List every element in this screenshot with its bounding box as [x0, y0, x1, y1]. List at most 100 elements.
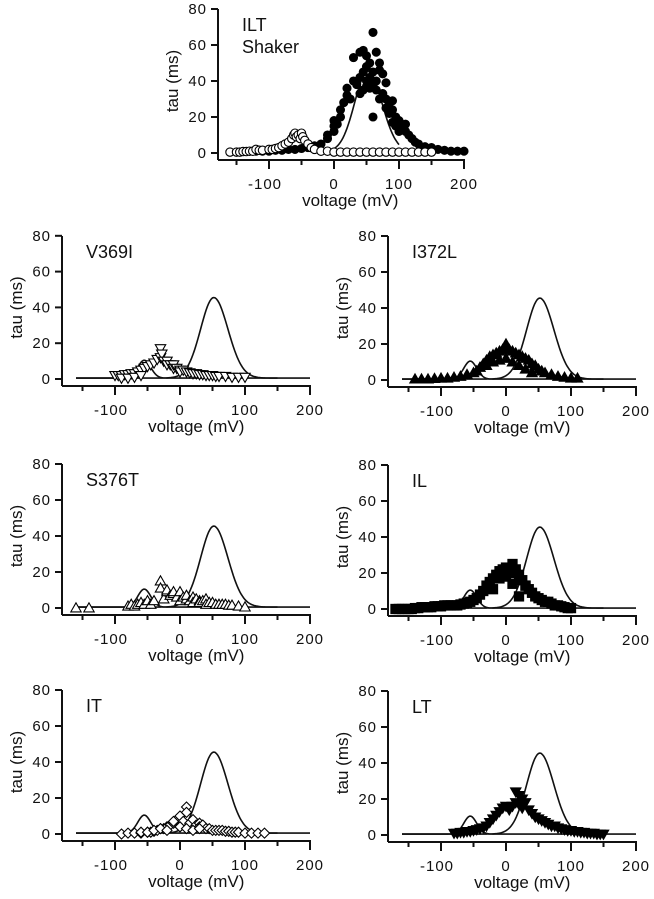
panel-title: IL — [412, 471, 427, 491]
panel-title: IT — [86, 696, 102, 716]
y-tick-label: 20 — [32, 335, 51, 352]
x-tick-label: 100 — [557, 403, 585, 420]
y-tick-label: 0 — [368, 372, 377, 389]
data-point — [459, 146, 469, 156]
y-tick-label: 60 — [32, 718, 51, 735]
data-point — [519, 798, 532, 809]
x-tick-label: -100 — [420, 858, 454, 875]
y-tick-label: 60 — [358, 264, 377, 281]
data-point — [381, 78, 391, 88]
x-tick-label: -100 — [248, 176, 282, 193]
y-tick-label: 40 — [32, 754, 51, 771]
y-tick-label: 20 — [32, 790, 51, 807]
data-point — [332, 119, 342, 129]
data-point — [193, 822, 206, 835]
y-tick-label: 80 — [32, 456, 51, 473]
y-tick-label: 40 — [32, 528, 51, 545]
panel-title: I372L — [412, 242, 457, 262]
series-filled-tri-up — [408, 337, 584, 384]
data-point — [507, 578, 518, 589]
series-open-tri-up — [69, 574, 252, 613]
x-tick-label: -100 — [94, 631, 128, 648]
x-tick-label: 100 — [557, 858, 585, 875]
x-tick-label: 100 — [557, 632, 585, 649]
data-point — [167, 815, 180, 828]
data-point — [506, 355, 519, 367]
x-axis-label: voltage (mV) — [148, 646, 244, 665]
x-tick-label: 0 — [501, 632, 510, 649]
data-point — [565, 602, 577, 614]
data-point — [499, 352, 513, 363]
data-point — [487, 584, 499, 595]
data-point — [258, 827, 271, 839]
y-axis-label: tau (ms) — [333, 506, 352, 568]
x-tick-label: 100 — [231, 857, 259, 874]
y-tick-label: 60 — [188, 37, 207, 54]
x-tick-label: 100 — [231, 631, 259, 648]
x-tick-label: 200 — [622, 858, 650, 875]
data-point — [134, 370, 148, 382]
y-axis-label: tau (ms) — [333, 277, 352, 339]
y-tick-label: 0 — [42, 371, 51, 388]
y-axis-label: tau (ms) — [333, 732, 352, 794]
panel-it: 0 20 40 60 80 -100 0 100 200 tau (ms) voltage (mV)… — [7, 682, 323, 891]
panel-ilt: 0 20 40 60 80 -100 0 100 200 tau (ms) voltage (mV)… — [163, 1, 477, 210]
y-tick-label: 60 — [358, 719, 377, 736]
y-tick-label: 60 — [358, 493, 377, 510]
x-tick-label: 200 — [622, 632, 650, 649]
x-tick-label: -100 — [420, 632, 454, 649]
x-tick-label: 100 — [385, 176, 413, 193]
panel-lt: 0 20 40 60 80 -100 0 100 200 tau (ms) voltage (mV)… — [333, 683, 650, 892]
y-axis-label: tau (ms) — [163, 50, 182, 112]
panel-il: 0 20 40 60 80 -100 0 100 200 tau (ms) voltage (mV)… — [333, 457, 650, 666]
data-point — [368, 27, 378, 37]
series-filled-square — [390, 558, 577, 615]
x-tick-label: 200 — [622, 403, 650, 420]
x-tick-label: 200 — [296, 402, 324, 419]
data-point — [147, 594, 161, 606]
data-point — [82, 601, 96, 613]
data-point — [335, 105, 346, 115]
series-open-tri-down — [108, 344, 252, 385]
data-point — [378, 69, 388, 79]
y-tick-label: 80 — [32, 228, 51, 245]
x-axis-label: voltage (mV) — [474, 647, 570, 666]
y-tick-label: 0 — [368, 601, 377, 618]
y-tick-label: 20 — [358, 336, 377, 353]
series-filled-tri-down — [447, 787, 610, 841]
y-tick-label: 40 — [358, 300, 377, 317]
data-point — [348, 53, 359, 63]
panel-title: LT — [412, 697, 432, 717]
data-point — [361, 51, 372, 61]
data-point — [352, 80, 362, 90]
data-point — [571, 371, 584, 383]
y-axis-label: tau (ms) — [7, 731, 26, 793]
x-axis-label: voltage (mV) — [148, 417, 244, 436]
data-point — [154, 581, 167, 593]
panel-title: ILT — [242, 15, 267, 35]
y-tick-label: 20 — [358, 565, 377, 582]
x-tick-label: -100 — [420, 403, 454, 420]
data-point — [371, 76, 381, 86]
data-point — [597, 829, 610, 841]
x-tick-label: 0 — [501, 858, 510, 875]
data-point — [371, 47, 381, 57]
data-point — [545, 368, 558, 380]
panel-i372l: 0 20 40 60 80 -100 0 100 200 tau (ms) voltage (mV)… — [333, 228, 650, 437]
panel-title: V369I — [86, 242, 133, 262]
data-point — [238, 372, 252, 384]
panel-title: Shaker — [242, 37, 299, 57]
y-axis-label: tau (ms) — [7, 505, 26, 567]
data-point — [525, 366, 539, 378]
data-point — [342, 83, 352, 93]
panel-s376t: 0 20 40 60 80 -100 0 100 200 tau (ms) voltage (mV)… — [7, 456, 323, 665]
data-point — [387, 105, 398, 115]
y-tick-label: 0 — [198, 145, 207, 162]
data-point — [128, 372, 141, 384]
y-tick-label: 80 — [358, 228, 377, 245]
y-tick-label: 40 — [32, 299, 51, 316]
data-point — [345, 94, 355, 104]
data-point — [387, 96, 398, 106]
data-point — [513, 591, 525, 602]
y-tick-label: 0 — [42, 826, 51, 843]
